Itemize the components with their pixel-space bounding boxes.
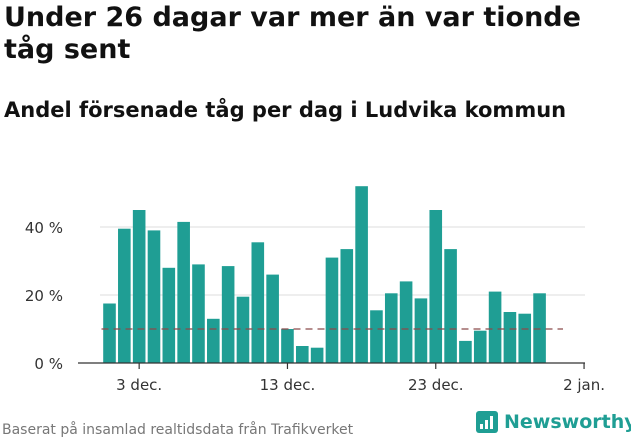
y-tick-label: 0 % bbox=[34, 355, 63, 373]
x-tick-labels: 3 dec. 13 dec. 23 dec. 2 jan. bbox=[116, 376, 605, 394]
bar bbox=[429, 210, 443, 363]
bar bbox=[399, 281, 413, 363]
bar bbox=[518, 313, 532, 363]
bar bbox=[192, 264, 205, 363]
bar bbox=[310, 347, 324, 363]
brand-logo[interactable]: Newsworthy bbox=[476, 407, 631, 437]
x-tick-label: 2 jan. bbox=[563, 376, 605, 394]
axes bbox=[78, 362, 585, 369]
brand-name: Newsworthy bbox=[504, 411, 631, 433]
bar bbox=[207, 318, 220, 363]
newsworthy-logo-icon bbox=[476, 411, 498, 433]
y-tick-label: 20 % bbox=[25, 287, 63, 305]
bar bbox=[118, 228, 131, 363]
bar bbox=[177, 221, 190, 363]
chart-subtitle: Andel försenade tåg per dag i Ludvika ko… bbox=[4, 98, 567, 122]
bar bbox=[340, 249, 354, 363]
x-tick-label: 13 dec. bbox=[260, 376, 316, 394]
bar bbox=[533, 293, 546, 363]
bars bbox=[103, 186, 546, 363]
bar bbox=[281, 329, 294, 363]
bar bbox=[295, 346, 309, 363]
bar bbox=[503, 312, 517, 363]
bar bbox=[251, 242, 265, 363]
bar bbox=[488, 291, 502, 363]
source-footer: Baserat på insamlad realtidsdata från Tr… bbox=[2, 422, 354, 438]
x-tick-label: 3 dec. bbox=[116, 376, 162, 394]
bar bbox=[459, 340, 472, 363]
bar bbox=[473, 330, 487, 363]
bar bbox=[266, 274, 279, 363]
y-tick-labels: 0 % 20 % 40 % bbox=[25, 219, 63, 373]
bar bbox=[370, 310, 383, 363]
bar bbox=[103, 303, 116, 363]
bar bbox=[147, 230, 161, 363]
x-tick-label: 23 dec. bbox=[408, 376, 464, 394]
bar bbox=[325, 257, 339, 363]
bar bbox=[221, 266, 235, 363]
bar bbox=[414, 298, 428, 363]
chart-title: Under 26 dagar var mer än var tionde tåg… bbox=[4, 2, 581, 65]
bar bbox=[236, 296, 250, 363]
bar bbox=[162, 267, 176, 363]
bar bbox=[384, 293, 398, 363]
bar bbox=[132, 210, 146, 363]
y-tick-label: 40 % bbox=[25, 219, 63, 237]
bar bbox=[444, 249, 457, 363]
bar bbox=[355, 186, 368, 363]
